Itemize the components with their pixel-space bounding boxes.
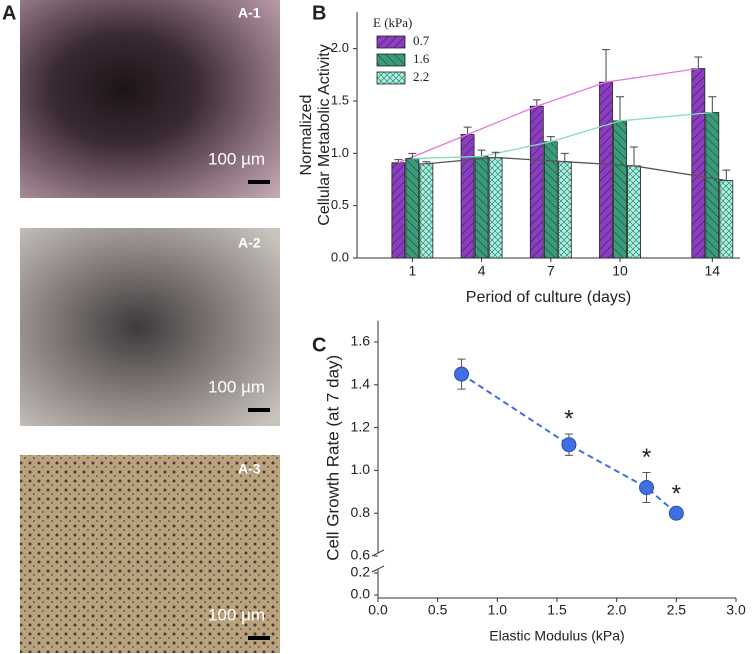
x-tick-label: 1.5	[547, 602, 567, 618]
y-axis-label: Normalized	[298, 95, 315, 176]
annotation: *	[564, 405, 573, 432]
bar	[557, 161, 572, 259]
y-tick-label: 0.0	[331, 249, 349, 264]
x-tick-label: 3.0	[726, 602, 746, 618]
x-tick-label: 0.0	[368, 602, 388, 618]
x-tick-label: 10	[612, 263, 628, 279]
bar	[613, 120, 627, 259]
y-tick-label: 1.0	[331, 145, 349, 160]
error-bar	[463, 126, 472, 135]
error-bar	[602, 49, 611, 83]
bar	[705, 112, 720, 259]
legend-swatch	[376, 53, 406, 67]
scale-bar-label: 100 µm	[208, 377, 265, 396]
scale-bar	[248, 636, 270, 640]
y-tick-label: 0.5	[331, 197, 349, 212]
bar	[391, 162, 406, 259]
trend-line	[412, 111, 713, 160]
y-tick-label: 1.2	[351, 418, 371, 434]
image-label: A-3	[238, 461, 261, 477]
micrograph	[20, 455, 280, 653]
bar	[719, 180, 734, 259]
image-label: A-1	[238, 5, 261, 21]
bar	[691, 68, 706, 259]
bar	[405, 158, 420, 259]
error-bar	[560, 152, 569, 162]
trend-line	[398, 67, 699, 164]
panel-label: A	[2, 2, 16, 24]
error-bar	[616, 96, 625, 121]
y-tick-label: 0.2	[351, 564, 371, 580]
legend-swatch	[376, 35, 406, 49]
scale-bar-label: 100 µm	[208, 149, 265, 168]
fit-line	[460, 373, 677, 514]
x-axis-label: Period of culture (days)	[466, 289, 631, 306]
point	[639, 480, 654, 496]
panel-label: B	[312, 2, 326, 24]
y-tick-label: 2.0	[331, 40, 349, 55]
error-bar	[546, 136, 555, 142]
annotation: *	[642, 444, 651, 471]
x-tick-label: 2.0	[607, 602, 627, 618]
image-label: A-2	[238, 235, 261, 251]
bar	[488, 157, 503, 259]
x-tick-label: 0.5	[428, 602, 448, 618]
panel-label: C	[312, 334, 326, 356]
y-tick-label: 1.4	[351, 376, 371, 392]
point	[454, 366, 470, 382]
y-axis-label: Cell Growth Rate (at 7 day)	[323, 355, 342, 561]
error-bar	[694, 56, 703, 69]
point	[668, 505, 684, 521]
y-tick-label: 1.5	[331, 92, 349, 107]
error-bar	[708, 96, 717, 113]
scale-bar	[248, 180, 270, 184]
y-tick-label: 1.6	[351, 333, 371, 349]
y-tick-label: 1.0	[351, 461, 371, 477]
axis-break	[371, 549, 385, 573]
x-tick-label: 14	[705, 263, 721, 279]
point	[561, 437, 577, 453]
y-tick-label: 0.0	[351, 586, 371, 602]
bar	[627, 165, 641, 259]
bar	[529, 105, 544, 259]
scale-bar-label: 100 µm	[208, 605, 265, 624]
x-tick-label: 2.5	[667, 602, 687, 618]
bar	[419, 163, 434, 259]
trend-line	[426, 156, 727, 182]
error-bar	[532, 99, 541, 107]
legend-label: 1.6	[413, 51, 430, 66]
micrograph	[20, 0, 280, 198]
scale-bar	[248, 408, 270, 412]
y-tick-label: 0.6	[351, 547, 371, 563]
error-bar	[477, 149, 486, 157]
bar	[474, 156, 489, 259]
error-bar	[408, 152, 417, 159]
x-tick-label: 1.0	[488, 602, 508, 618]
y-axis-label: Cellular Metabolic Activity	[316, 44, 333, 225]
legend-title: E (kPa)	[373, 15, 412, 30]
bar	[543, 141, 558, 259]
y-tick-label: 0.8	[351, 504, 371, 520]
error-bar	[722, 169, 731, 181]
x-axis-label: Elastic Modulus (kPa)	[489, 628, 624, 644]
error-bar	[491, 151, 500, 158]
x-tick-label: 7	[547, 263, 555, 279]
error-bar	[630, 146, 639, 166]
legend-label: 2.2	[413, 69, 429, 84]
x-tick-label: 4	[478, 263, 486, 279]
bar	[460, 134, 475, 259]
x-tick-label: 1	[408, 263, 416, 279]
annotation: *	[672, 480, 681, 507]
bar	[599, 81, 613, 259]
micrograph	[20, 228, 280, 426]
legend-label: 0.7	[413, 33, 430, 48]
legend-swatch	[376, 71, 406, 85]
